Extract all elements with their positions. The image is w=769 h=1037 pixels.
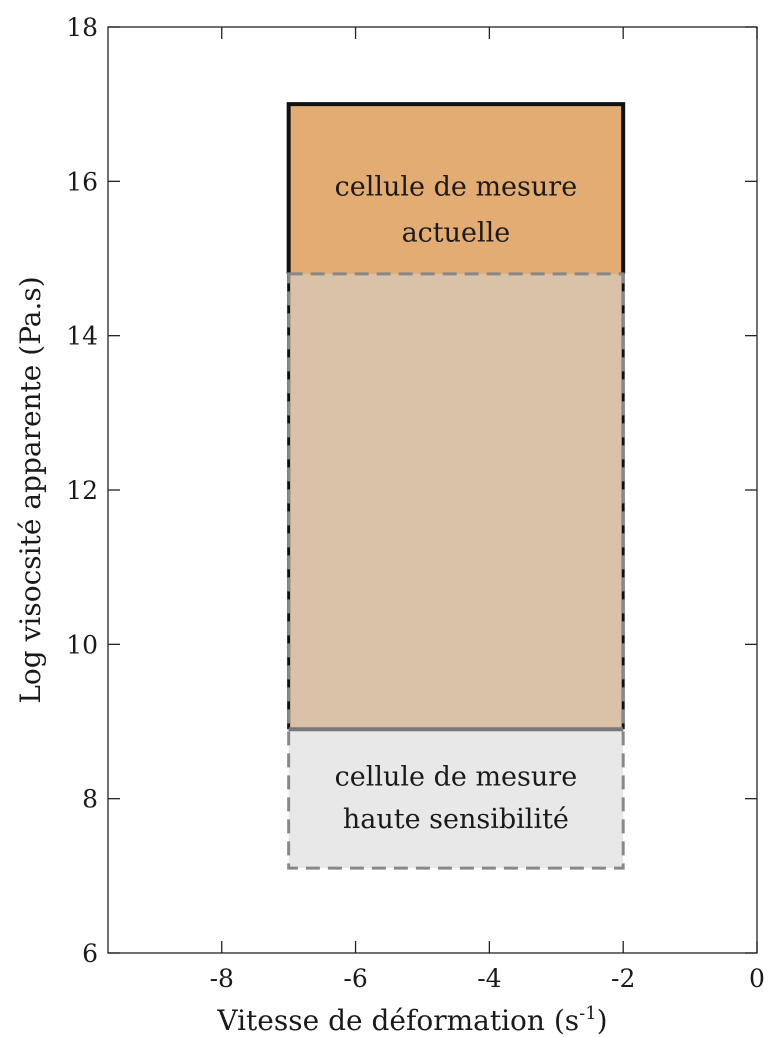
region-overlap-fill [288, 273, 624, 730]
region-high-sensitivity-outline [287, 272, 625, 870]
x-axis-label-superscript: -1 [579, 1003, 597, 1024]
x-tick-label: -4 [477, 964, 501, 993]
region-current-label-line: cellule de mesure [335, 171, 578, 202]
ticks-layer: -8 -6 -4 -2 0 6 8 10 12 14 16 18 [66, 13, 765, 993]
y-tick-label: 12 [66, 476, 98, 505]
x-axis-label-end: ) [597, 1004, 608, 1037]
y-tick-label: 18 [66, 13, 98, 42]
y-tick-label: 8 [82, 785, 98, 814]
x-tick-label: -8 [210, 964, 234, 993]
x-axis-label: Vitesse de déformation (s-1) [216, 1003, 607, 1037]
y-tick-label: 16 [66, 167, 98, 196]
x-tick-label: -6 [343, 964, 367, 993]
region-high-sensitivity-label-line: cellule de mesure [335, 762, 578, 793]
region-labels-layer: cellule de mesure actuelle cellule de mesu… [335, 171, 578, 835]
y-tick-label: 10 [66, 630, 98, 659]
regions-layer [286, 102, 626, 870]
region-high-sensitivity-label-line: haute sensibilité [343, 804, 569, 835]
x-tick-label: -2 [611, 964, 635, 993]
x-axis-label-main: Vitesse de déformation (s [216, 1004, 579, 1037]
region-current-label-line: actuelle [402, 218, 511, 249]
region-current-outline-top [286, 102, 626, 274]
y-axis-label: Log visocsité apparente (Pa.s) [14, 276, 47, 703]
y-tick-label: 6 [82, 939, 98, 968]
y-tick-label: 14 [66, 322, 98, 351]
x-tick-label: 0 [749, 964, 765, 993]
